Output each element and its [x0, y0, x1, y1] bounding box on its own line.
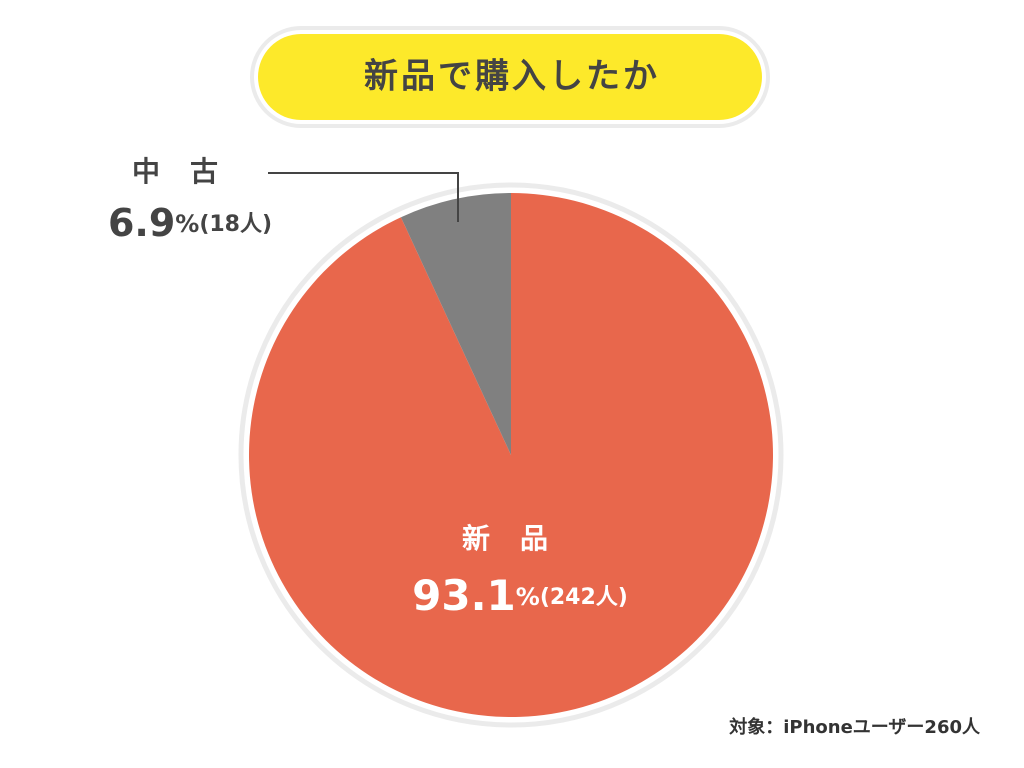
value-label: 6.9%(18人)	[108, 201, 272, 245]
pie-outline	[238, 182, 784, 728]
note: 対象：iPhoneユーザー260人	[728, 716, 981, 738]
value-unit: %	[175, 210, 199, 238]
title-pill	[258, 34, 762, 120]
chart-title: 新品で購入したか	[364, 57, 660, 97]
slice-label: 中古	[132, 155, 248, 188]
pie-slice	[400, 193, 511, 455]
slice-label: 新品	[462, 522, 578, 555]
value-number: 93.1	[412, 571, 516, 620]
count-label: (242人)	[540, 585, 628, 610]
pie-slice	[248, 193, 773, 717]
value-unit: %	[516, 583, 540, 611]
count-label: (18人)	[199, 212, 272, 237]
value-label: 93.1%(242人)	[412, 571, 628, 620]
value-number: 6.9	[108, 201, 175, 245]
leader-line	[268, 172, 459, 222]
